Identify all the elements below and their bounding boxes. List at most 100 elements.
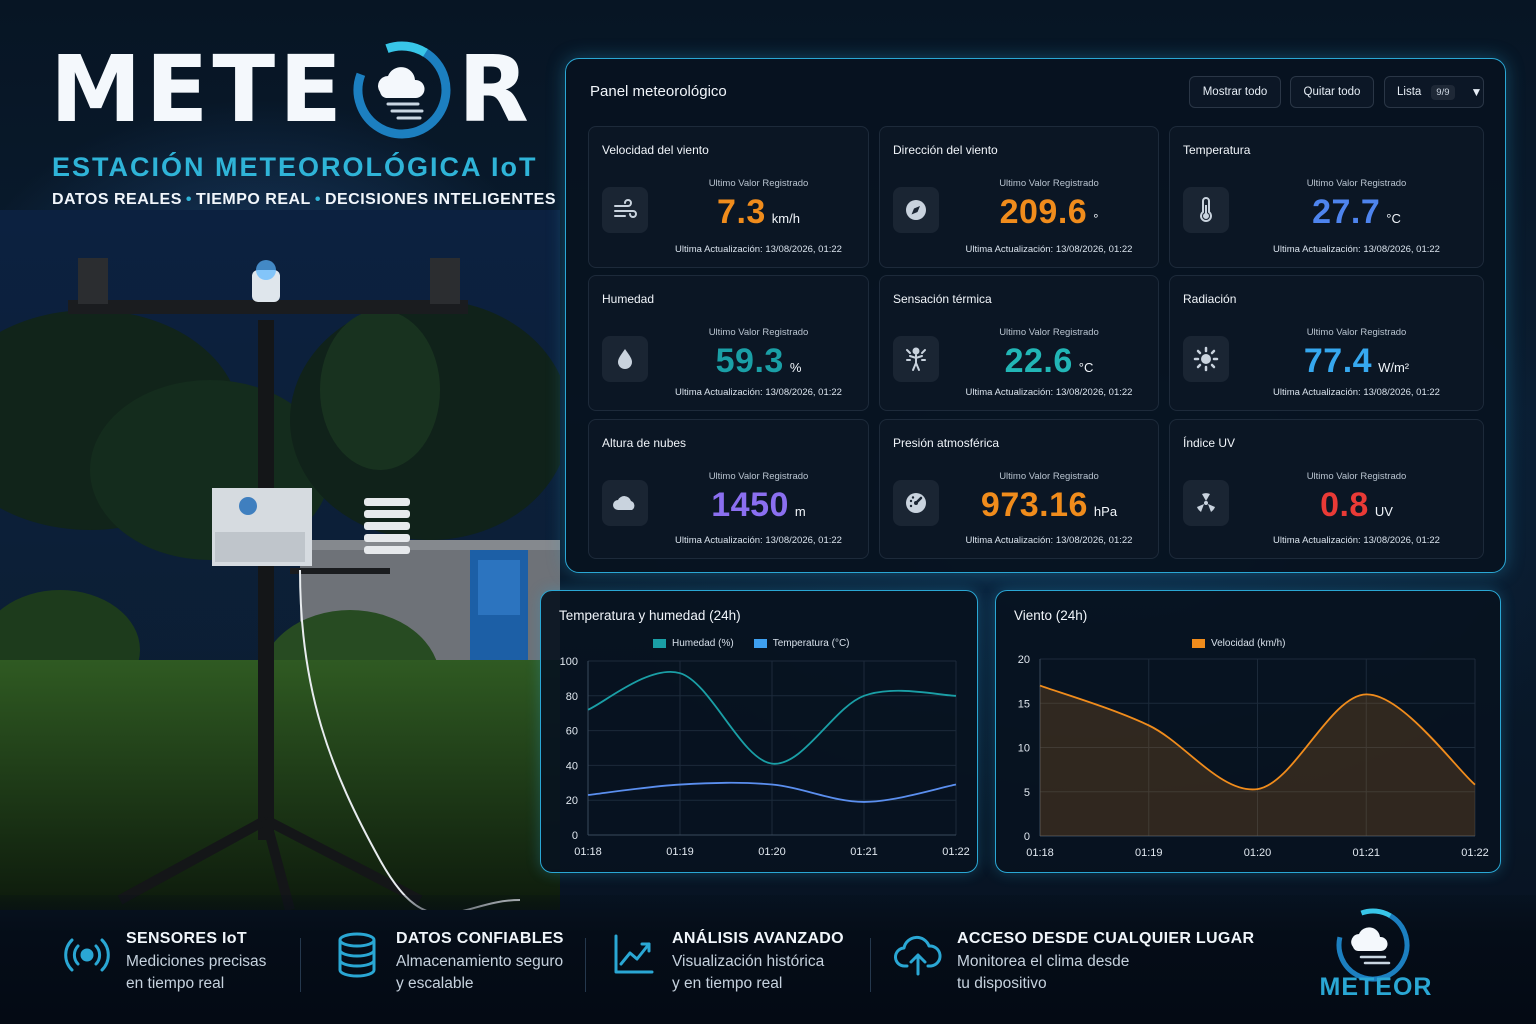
card-value: 77.4 xyxy=(1303,342,1373,380)
card-value: 1450 xyxy=(711,486,789,524)
card-value: 209.6 xyxy=(999,193,1088,231)
logo-text-left: METE xyxy=(50,36,346,143)
card-unit: ° xyxy=(1093,211,1099,226)
legend-item-humidity[interactable]: Humedad (%) xyxy=(653,638,734,649)
list-dropdown[interactable]: Lista 9/9 ▼ xyxy=(1384,76,1484,108)
show-all-button[interactable]: Mostrar todo xyxy=(1189,76,1281,108)
card-value-row: 27.7 °C xyxy=(1230,193,1483,232)
legend-swatch xyxy=(753,639,767,648)
tagline-item: DECISIONES INTELIGENTES xyxy=(324,191,557,208)
card-title: Presión atmosférica xyxy=(893,436,1000,450)
metric-card[interactable]: Altura de nubes Ultimo Valor Registrado 14… xyxy=(588,419,869,559)
x-tick-label: 01:21 xyxy=(850,846,878,858)
card-updated: Ultima Actualización: 13/08/2026, 01:22 xyxy=(1273,387,1440,398)
card-updated: Ultima Actualización: 13/08/2026, 01:22 xyxy=(1273,535,1440,546)
y-tick-label: 0 xyxy=(1024,831,1030,843)
card-title: Dirección del viento xyxy=(893,143,998,157)
legend-item-temperature[interactable]: Temperatura (°C) xyxy=(753,638,850,649)
card-title: Índice UV xyxy=(1183,436,1236,450)
card-unit: % xyxy=(789,360,802,375)
tagline-item: DATOS REALES xyxy=(52,191,182,208)
x-tick-label: 01:20 xyxy=(758,846,786,858)
series-line xyxy=(1039,684,1476,791)
y-tick-label: 15 xyxy=(1018,698,1030,710)
y-tick-label: 60 xyxy=(566,726,578,738)
legend-label: Temperatura (°C) xyxy=(772,638,850,649)
card-updated: Ultima Actualización: 13/08/2026, 01:22 xyxy=(675,535,842,546)
metric-card[interactable]: Sensación térmica Ultimo Valor Registrado… xyxy=(879,275,1159,411)
x-tick-label: 01:18 xyxy=(574,846,602,858)
card-reg-label: Ultimo Valor Registrado xyxy=(1306,178,1407,189)
logo-cloud-icon xyxy=(352,40,452,140)
card-title: Radiación xyxy=(1183,292,1237,306)
card-title: Humedad xyxy=(602,292,655,306)
metric-card[interactable]: Humedad Ultimo Valor Registrado 59.3% Ultim… xyxy=(588,275,869,411)
chart-legend: Humedad (%) Temperatura (°C) xyxy=(653,638,850,649)
footer-logo-icon xyxy=(1336,908,1410,982)
wind-icon xyxy=(602,187,648,233)
x-tick-label: 01:22 xyxy=(1461,847,1489,859)
card-value-row: 59.3% xyxy=(649,342,868,381)
metric-card[interactable]: Radiación Ultimo Valor Registrado 77.4 W/m²… xyxy=(1169,275,1484,411)
card-reg-label: Ultimo Valor Registrado xyxy=(708,327,809,338)
chart-title: Temperatura y humedad (24h) xyxy=(559,608,741,623)
feature-desc: y en tiempo real xyxy=(672,975,783,992)
feature-title: SENSORES IoT xyxy=(126,930,247,947)
card-updated: Ultima Actualización: 13/08/2026, 01:22 xyxy=(965,387,1133,398)
card-value-row: 1450 m xyxy=(649,486,868,525)
tagline-separator: • xyxy=(314,191,321,208)
wind-chart: Viento (24h) Velocidad (km/h) 0 5 10 15 20 01… xyxy=(995,590,1501,873)
card-updated: Ultima Actualización: 13/08/2026, 01:22 xyxy=(965,244,1133,255)
card-reg-label: Ultimo Valor Registrado xyxy=(708,178,809,189)
cloud-icon xyxy=(602,480,648,526)
card-updated: Ultima Actualización: 13/08/2026, 01:22 xyxy=(675,387,842,398)
card-title: Sensación térmica xyxy=(893,292,992,306)
metric-card[interactable]: Velocidad del viento Ultimo Valor Registr… xyxy=(588,126,869,268)
card-reg-label: Ultimo Valor Registrado xyxy=(708,471,809,482)
metric-card[interactable]: Índice UV Ultimo Valor Registrado 0.8 UV Ult… xyxy=(1169,419,1484,559)
legend-label: Humedad (%) xyxy=(672,638,734,649)
card-reg-label: Ultimo Valor Registrado xyxy=(1306,327,1407,338)
card-reg-label: Ultimo Valor Registrado xyxy=(999,471,1099,482)
logo-text-right: R xyxy=(458,36,533,143)
droplet-icon xyxy=(602,336,648,382)
database-icon xyxy=(332,930,382,980)
signal-icon xyxy=(62,930,112,980)
card-value: 27.7 xyxy=(1312,193,1381,231)
tagline-separator: • xyxy=(185,191,192,208)
feature-access: ACCESO DESDE CUALQUIER LUGAR Monitorea e… xyxy=(893,930,1254,995)
feature-text: SENSORES IoT Mediciones precisas en tiem… xyxy=(126,930,266,995)
card-unit: hPa xyxy=(1093,504,1118,519)
y-tick-label: 20 xyxy=(1018,654,1030,666)
weather-station-photo xyxy=(0,210,560,910)
list-count-badge: 9/9 xyxy=(1431,84,1455,100)
x-tick-label: 01:18 xyxy=(1026,847,1054,859)
card-updated: Ultima Actualización: 13/08/2026, 01:22 xyxy=(965,535,1133,546)
card-unit: °C xyxy=(1078,360,1094,375)
panel-title: Panel meteorológico xyxy=(590,83,727,100)
x-tick-label: 01:20 xyxy=(1244,847,1272,859)
compass-icon xyxy=(893,187,939,233)
hide-all-button[interactable]: Quitar todo xyxy=(1290,76,1374,108)
feature-sensors: SENSORES IoT Mediciones precisas en tiem… xyxy=(62,930,266,995)
card-title: Temperatura xyxy=(1183,143,1251,157)
gauge-icon xyxy=(893,480,939,526)
card-updated: Ultima Actualización: 13/08/2026, 01:22 xyxy=(1273,244,1440,255)
feature-title: ACCESO DESDE CUALQUIER LUGAR xyxy=(957,930,1255,947)
metric-card[interactable]: Dirección del viento Ultimo Valor Registr… xyxy=(879,126,1159,268)
legend-label: Velocidad (km/h) xyxy=(1211,638,1286,649)
chart-title: Viento (24h) xyxy=(1014,608,1088,623)
x-tick-label: 01:19 xyxy=(666,846,694,858)
card-reg-label: Ultimo Valor Registrado xyxy=(999,327,1099,338)
thermometer-icon xyxy=(1183,187,1229,233)
y-tick-label: 80 xyxy=(566,691,578,703)
chart-legend: Velocidad (km/h) xyxy=(1192,638,1285,649)
divider xyxy=(870,938,871,992)
metric-card[interactable]: Temperatura Ultimo Valor Registrado 27.7 °C… xyxy=(1169,126,1484,268)
feature-title: DATOS CONFIABLES xyxy=(396,930,564,947)
legend-item-wind-speed[interactable]: Velocidad (km/h) xyxy=(1192,638,1285,649)
footer-logo-text: METEOR xyxy=(1319,973,1433,1001)
divider xyxy=(300,938,301,992)
weather-panel: Panel meteorológico Mostrar todo Quitar … xyxy=(565,58,1506,573)
metric-card[interactable]: Presión atmosférica Ultimo Valor Registra… xyxy=(879,419,1159,559)
